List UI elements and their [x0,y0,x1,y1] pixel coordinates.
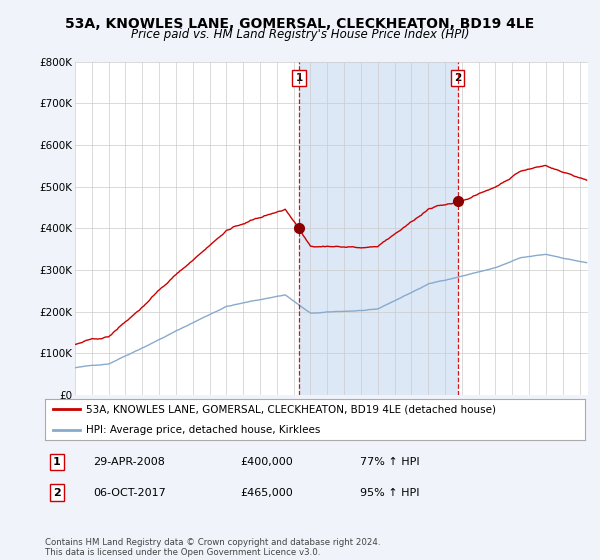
Text: 1: 1 [296,73,303,83]
Text: 2: 2 [454,73,461,83]
Bar [299,62,458,395]
Text: 06-OCT-2017: 06-OCT-2017 [93,488,166,498]
Text: 1: 1 [53,457,61,467]
Text: 95% ↑ HPI: 95% ↑ HPI [360,488,419,498]
Text: £400,000: £400,000 [240,457,293,467]
Text: 2: 2 [53,488,61,498]
Text: 77% ↑ HPI: 77% ↑ HPI [360,457,419,467]
Text: Price paid vs. HM Land Registry's House Price Index (HPI): Price paid vs. HM Land Registry's House … [131,28,469,41]
Text: 53A, KNOWLES LANE, GOMERSAL, CLECKHEATON, BD19 4LE (detached house): 53A, KNOWLES LANE, GOMERSAL, CLECKHEATON… [86,404,496,414]
Text: HPI: Average price, detached house, Kirklees: HPI: Average price, detached house, Kirk… [86,424,320,435]
Text: Contains HM Land Registry data © Crown copyright and database right 2024.
This d: Contains HM Land Registry data © Crown c… [45,538,380,557]
Text: 29-APR-2008: 29-APR-2008 [93,457,165,467]
Text: £465,000: £465,000 [240,488,293,498]
Text: 53A, KNOWLES LANE, GOMERSAL, CLECKHEATON, BD19 4LE: 53A, KNOWLES LANE, GOMERSAL, CLECKHEATON… [65,17,535,31]
